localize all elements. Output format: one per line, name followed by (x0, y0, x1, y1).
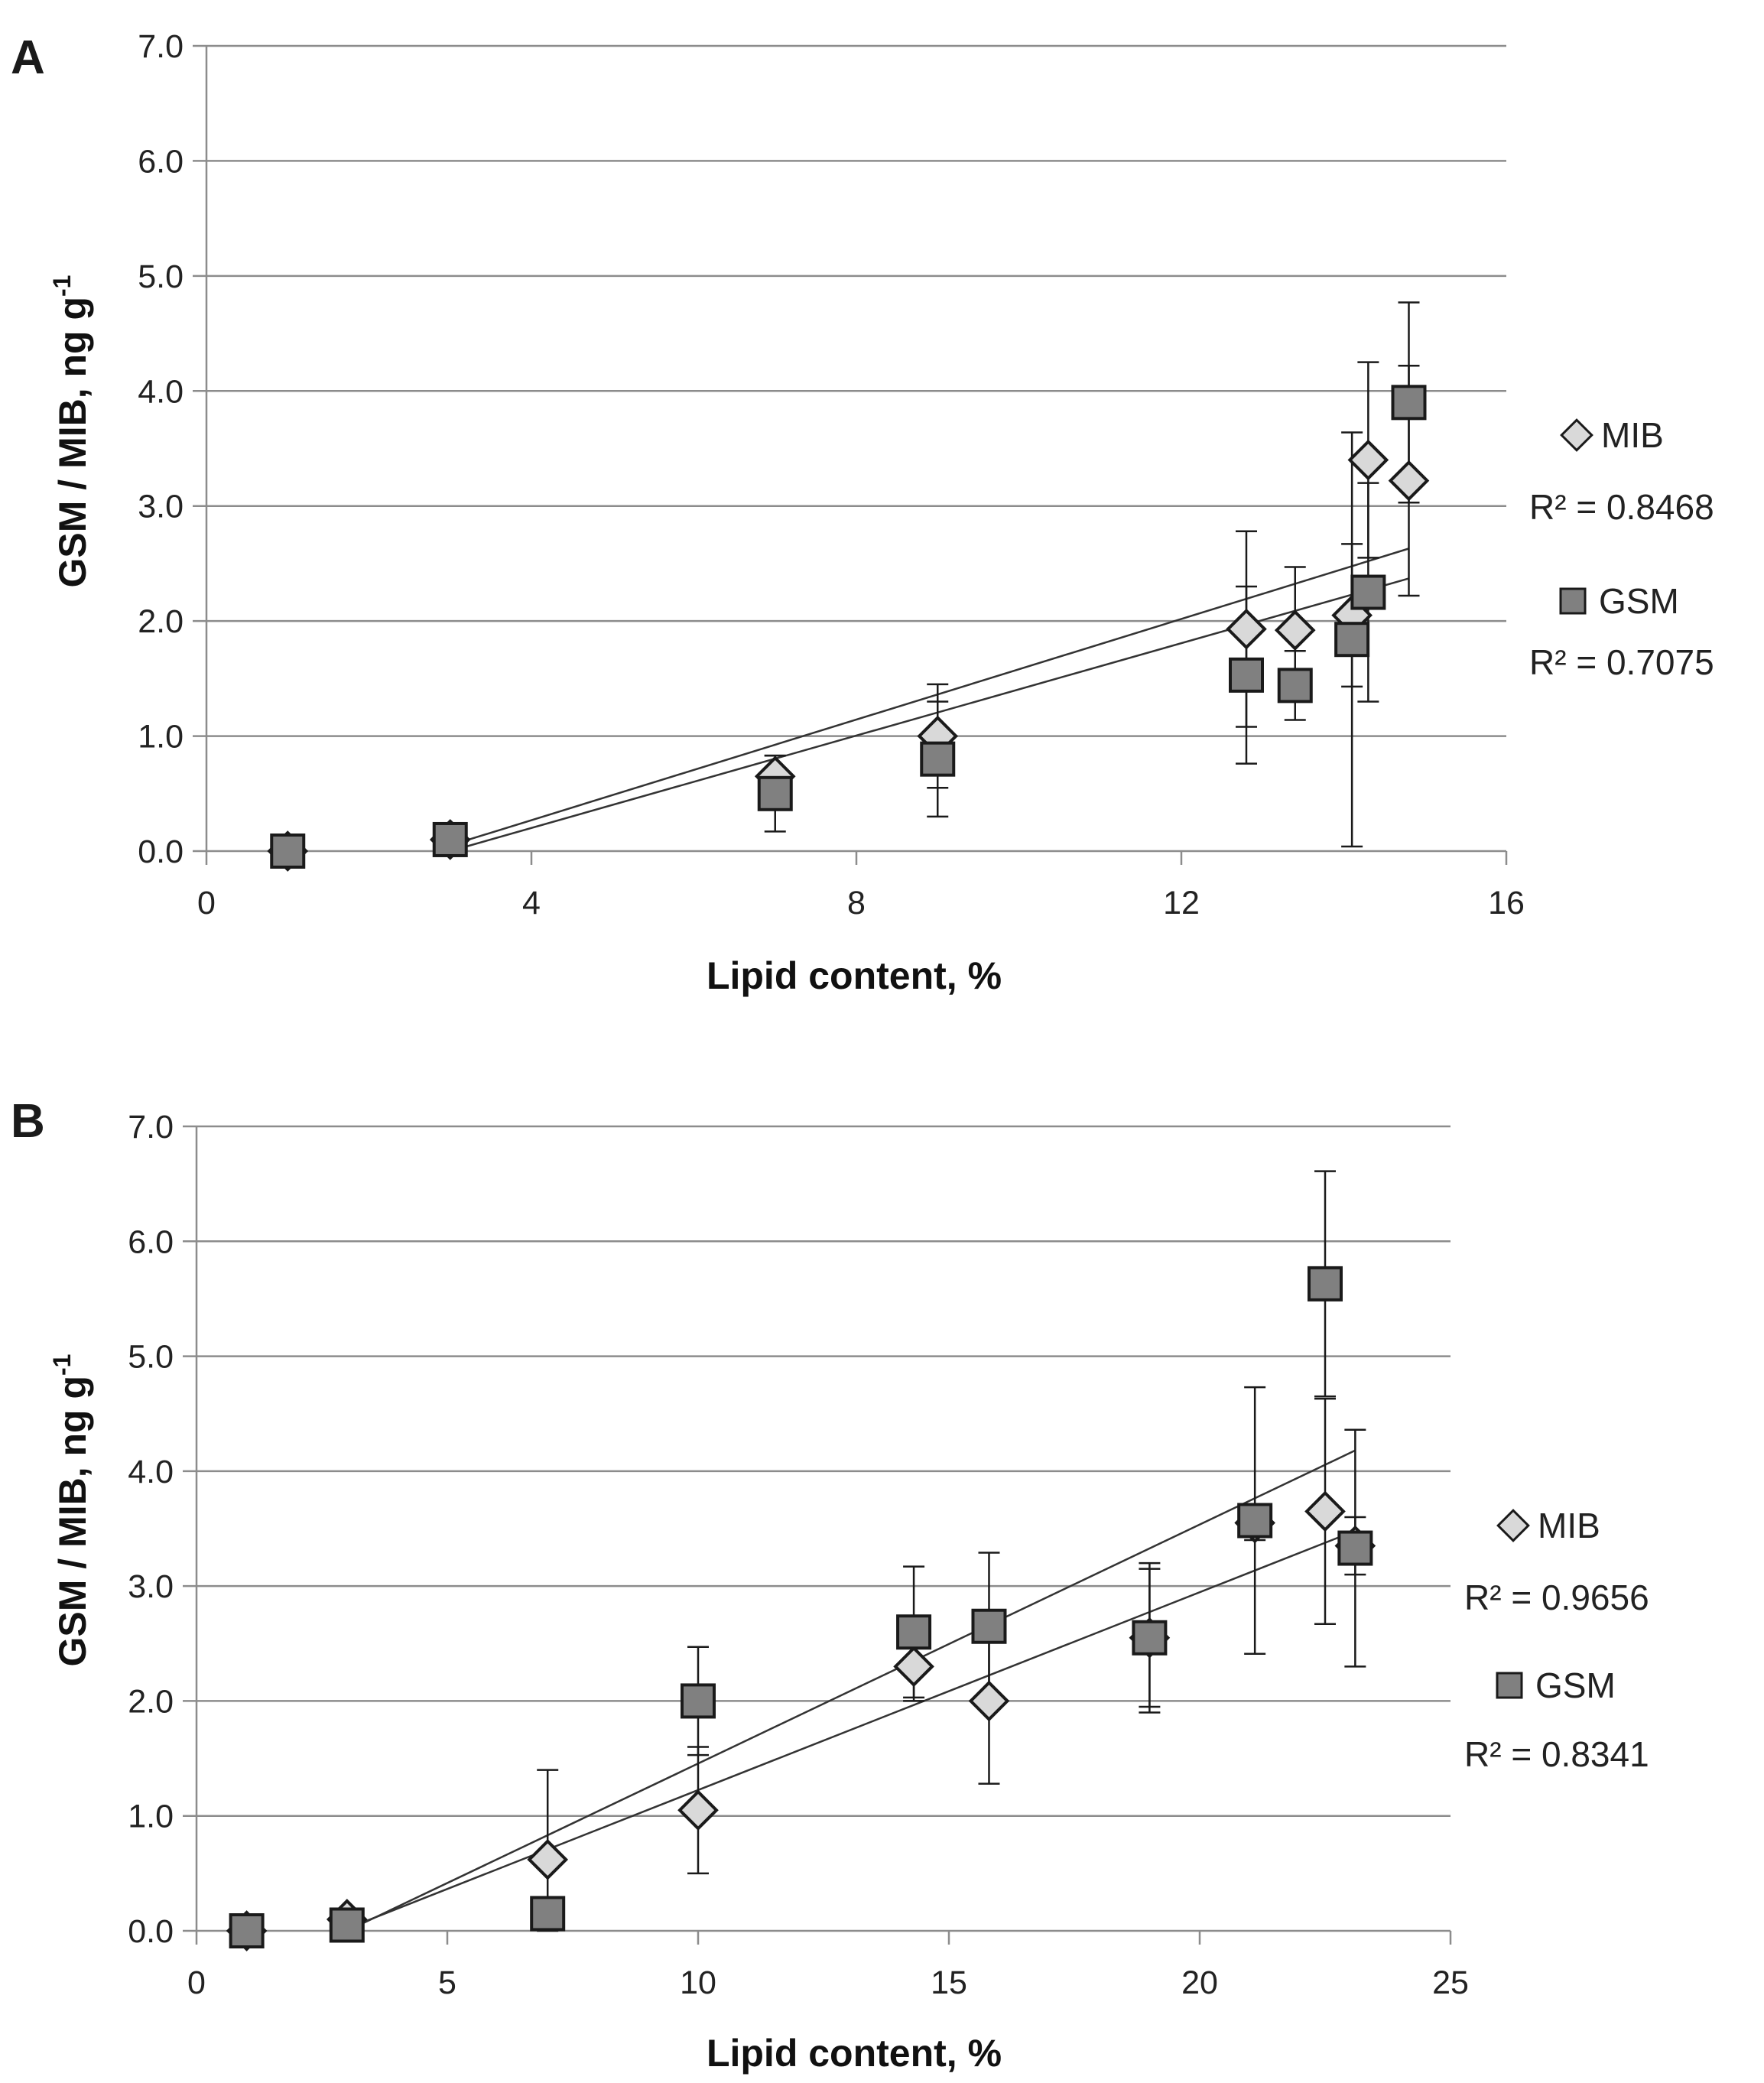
legend-mib-r2: R² = 0.8468 (1529, 487, 1714, 527)
legend-mib-label: MIB (1601, 415, 1664, 455)
x-tick-label: 20 (1181, 1964, 1218, 2001)
gsm-point (530, 1896, 566, 1932)
legend: MIB R² = 0.9656 GSM R² = 0.8341 (1464, 1506, 1649, 1774)
x-axis-title: Lipid content, % (707, 2032, 1002, 2075)
legend-mib-diamond-icon (1496, 1509, 1530, 1542)
tick-labels: 0.0 1.0 2.0 3.0 4.0 5.0 6.0 7.0 0 5 10 15 20 25 (128, 1109, 1469, 2001)
y-tick-label: 0.0 (128, 1913, 174, 1950)
y-tick-label: 4.0 (128, 1454, 174, 1490)
y-axis-title-text: GSM / MIB, ng g (51, 1376, 94, 1667)
x-axis-title: Lipid content, % (707, 954, 1002, 997)
y-axis-title-superscript: -1 (48, 1354, 76, 1376)
trendlines (346, 1449, 1356, 1932)
gsm-point (1308, 1266, 1343, 1301)
mib-trendline (346, 1529, 1356, 1930)
mib-point (1226, 608, 1267, 650)
y-tick-label: 7.0 (138, 28, 184, 65)
y-tick-label: 6.0 (138, 143, 184, 180)
legend-gsm-r2: R² = 0.8341 (1464, 1734, 1649, 1774)
legend-gsm-r2: R² = 0.7075 (1529, 642, 1714, 682)
chart-panel-a: A 0.0 1.0 2.0 3.0 4.0 5.0 6.0 7.0 0 4 8 12 16 Lipid … (11, 28, 1714, 997)
gsm-point (1391, 385, 1427, 421)
gridlines (183, 1125, 1452, 1945)
x-tick-label: 4 (522, 885, 541, 921)
y-axis-title-text: GSM / MIB, ng g (51, 297, 94, 588)
gsm-point (920, 741, 956, 777)
x-tick-label: 0 (187, 1964, 206, 2001)
panel-letter: B (11, 1095, 45, 1148)
y-axis-title-superscript: -1 (48, 275, 76, 297)
y-tick-label: 2.0 (138, 603, 184, 640)
gsm-point (432, 821, 468, 857)
mib-point (527, 1838, 569, 1880)
tick-labels: 0.0 1.0 2.0 3.0 4.0 5.0 6.0 7.0 0 4 8 12 16 (138, 28, 1525, 921)
y-tick-label: 2.0 (128, 1683, 174, 1720)
gsm-point (681, 1683, 716, 1719)
panel-letter: A (11, 31, 45, 84)
y-tick-label: 0.0 (138, 834, 184, 870)
gsm-point (971, 1608, 1007, 1644)
y-tick-label: 3.0 (128, 1568, 174, 1605)
legend-gsm-label: GSM (1599, 581, 1679, 621)
gsm-point (1229, 657, 1264, 693)
y-axis-title: GSM / MIB, ng g-1 (48, 1354, 94, 1667)
x-tick-label: 15 (931, 1964, 967, 2001)
gsm-point (1334, 622, 1370, 658)
legend-mib-r2: R² = 0.9656 (1464, 1578, 1649, 1617)
gsm-point (270, 834, 306, 869)
y-tick-label: 4.0 (138, 373, 184, 410)
x-tick-label: 16 (1488, 885, 1525, 921)
gsm-point (1337, 1530, 1373, 1566)
y-tick-label: 3.0 (138, 489, 184, 525)
mib-point (1347, 439, 1389, 481)
y-tick-label: 6.0 (128, 1223, 174, 1260)
gsm-trendline (450, 548, 1409, 847)
gsm-point (229, 1913, 265, 1948)
x-tick-label: 25 (1432, 1964, 1469, 2001)
y-tick-label: 5.0 (128, 1339, 174, 1376)
mib-point (1304, 1490, 1346, 1532)
gridlines (193, 44, 1508, 865)
legend: MIB R² = 0.8468 GSM R² = 0.7075 (1529, 415, 1714, 682)
data-markers (226, 1266, 1376, 1951)
mib-point (1388, 460, 1430, 502)
data-markers (267, 385, 1430, 872)
y-tick-label: 1.0 (138, 719, 184, 756)
legend-gsm-square-icon (1496, 1672, 1523, 1699)
gsm-point (329, 1907, 365, 1943)
gsm-point (896, 1614, 932, 1650)
gsm-point (1277, 668, 1313, 704)
gsm-trendline (346, 1449, 1356, 1932)
gsm-point (1237, 1503, 1273, 1539)
y-tick-label: 1.0 (128, 1799, 174, 1835)
y-tick-label: 5.0 (138, 258, 184, 295)
x-tick-label: 5 (438, 1964, 456, 2001)
mib-point (893, 1646, 934, 1688)
gsm-point (1132, 1620, 1168, 1656)
legend-mib-label: MIB (1538, 1506, 1600, 1545)
y-axis-title: GSM / MIB, ng g-1 (48, 275, 94, 588)
chart-panel-b: B 0.0 1.0 2.0 3.0 4.0 5.0 6.0 7.0 0 5 10 15 20 25 Lip… (11, 1095, 1649, 2075)
mib-point (968, 1680, 1010, 1722)
gsm-point (1350, 574, 1386, 610)
legend-gsm-label: GSM (1535, 1665, 1616, 1705)
y-tick-label: 7.0 (128, 1109, 174, 1145)
legend-mib-diamond-icon (1560, 418, 1593, 452)
x-tick-label: 8 (847, 885, 866, 921)
x-tick-label: 10 (680, 1964, 716, 2001)
gsm-point (757, 775, 793, 811)
x-tick-label: 0 (197, 885, 216, 921)
x-tick-label: 12 (1163, 885, 1200, 921)
mib-point (677, 1789, 719, 1831)
legend-gsm-square-icon (1559, 587, 1587, 615)
mib-point (1274, 609, 1316, 652)
